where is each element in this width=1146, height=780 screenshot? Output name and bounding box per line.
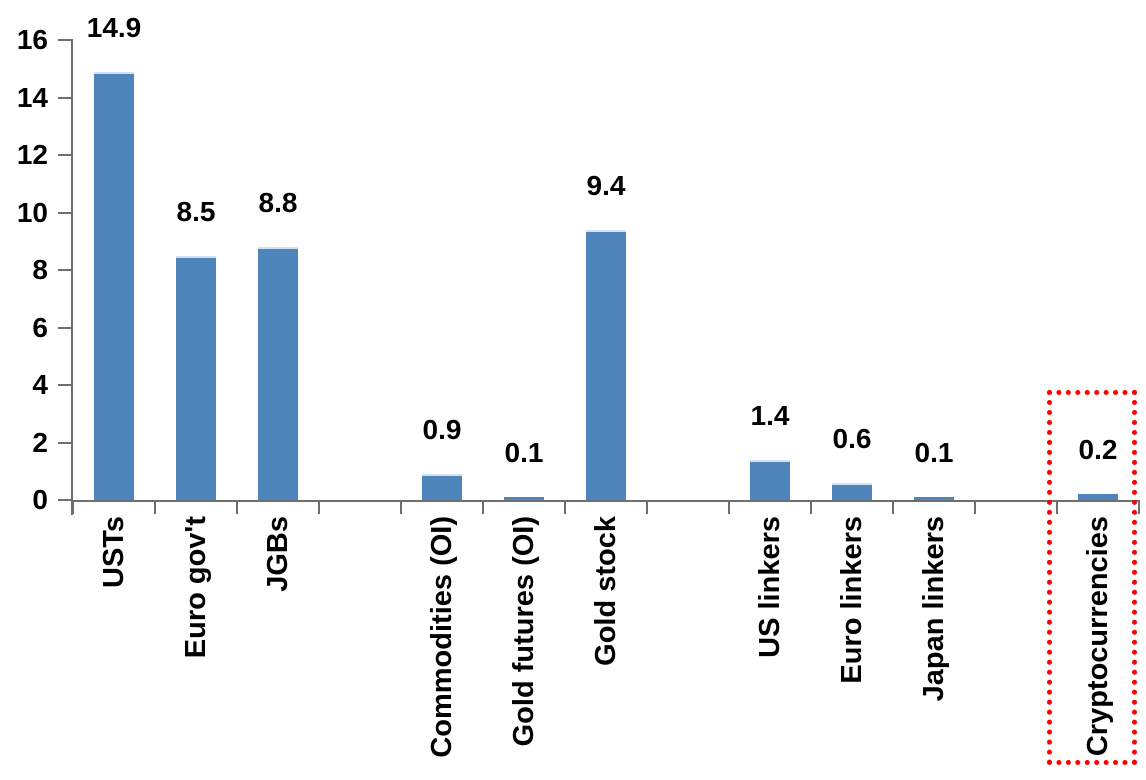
y-axis-tick-label: 2 xyxy=(32,426,48,458)
y-axis-tick xyxy=(58,326,73,329)
x-axis-tick xyxy=(728,500,730,514)
bar-value-label: 0.9 xyxy=(422,414,462,446)
x-axis-tick xyxy=(154,500,156,514)
y-axis-tick-label: 4 xyxy=(32,369,48,400)
y-axis-tick-label: 10 xyxy=(16,196,48,228)
y-axis-tick xyxy=(58,499,73,501)
bar-value-label: 8.8 xyxy=(258,187,298,218)
y-axis-tick xyxy=(58,211,73,214)
x-axis-tick xyxy=(400,500,402,514)
bar xyxy=(832,482,872,500)
category-label: Gold futures (OI) xyxy=(508,516,540,747)
category-label: Gold stock xyxy=(590,516,622,666)
bar xyxy=(1078,494,1118,500)
x-axis-tick xyxy=(646,500,648,514)
y-axis-tick-label: 12 xyxy=(16,139,48,170)
y-axis-tick xyxy=(58,154,73,156)
bar xyxy=(422,474,462,500)
x-axis-tick xyxy=(1056,500,1058,514)
x-axis-tick xyxy=(1138,500,1140,514)
y-axis-tick xyxy=(58,96,73,99)
y-axis-tick xyxy=(58,39,73,41)
category-label: USTs xyxy=(98,516,130,588)
bar-value-label: 1.4 xyxy=(750,399,790,431)
bar-value-label: 0.1 xyxy=(914,437,954,469)
bar-value-label: 0.1 xyxy=(504,437,544,469)
bar xyxy=(586,229,626,500)
y-axis-line xyxy=(71,39,73,515)
x-axis-tick xyxy=(482,500,484,514)
y-axis-tick xyxy=(58,269,73,271)
x-axis-tick xyxy=(318,500,320,514)
x-axis-tick xyxy=(974,500,976,514)
category-label: Commodities (OI) xyxy=(426,516,458,758)
bar-value-label: 14.9 xyxy=(86,11,142,43)
bar xyxy=(258,247,298,500)
bar xyxy=(914,497,954,500)
x-axis-tick xyxy=(564,500,566,514)
category-label: Japan linkers xyxy=(918,516,950,702)
x-axis-tick xyxy=(892,500,894,514)
category-label: US linkers xyxy=(754,516,786,658)
x-axis-tick xyxy=(72,500,74,514)
y-axis-tick-label: 0 xyxy=(32,484,48,515)
bar xyxy=(176,255,216,500)
y-axis-tick-label: 14 xyxy=(16,81,48,113)
x-axis-line xyxy=(73,500,1140,502)
bar xyxy=(94,71,134,500)
y-axis-tick-label: 16 xyxy=(16,24,48,55)
highlight-box xyxy=(1047,390,1137,765)
bar xyxy=(750,459,790,500)
y-axis-tick xyxy=(58,441,73,444)
y-axis-tick xyxy=(58,384,73,386)
bar-value-label: 8.5 xyxy=(176,195,216,227)
category-label: JGBs xyxy=(262,516,294,592)
category-label: Euro linkers xyxy=(836,516,868,684)
x-axis-tick xyxy=(810,500,812,514)
x-axis-tick xyxy=(236,500,238,514)
bar-value-label: 0.6 xyxy=(832,422,872,454)
bar-value-label: 9.4 xyxy=(586,169,626,201)
bar-value-label: 0.2 xyxy=(1078,434,1118,466)
y-axis-tick-label: 6 xyxy=(32,311,48,343)
bar xyxy=(504,497,544,500)
y-axis-tick-label: 8 xyxy=(32,254,48,285)
category-label: Euro gov't xyxy=(180,516,212,659)
